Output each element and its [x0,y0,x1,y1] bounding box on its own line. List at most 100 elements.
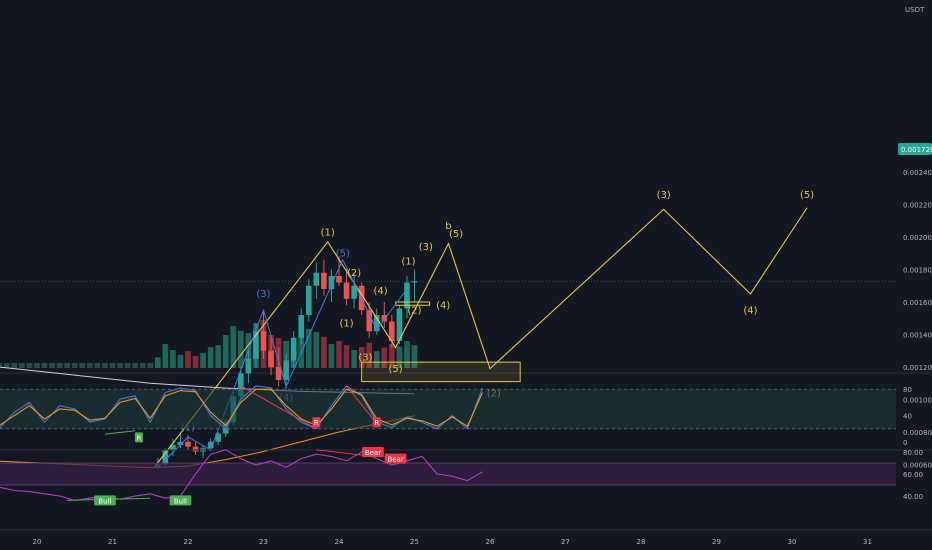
volume-bar [170,350,176,368]
candle-body [321,272,327,289]
candle-body [389,321,395,341]
candle-body [185,441,191,447]
signal-badge-label: R [374,419,379,427]
wave-label: b [445,221,451,232]
signal-badge [94,495,116,506]
last-price-marker: 0.001728 [898,143,932,155]
wave-label: (5) [449,229,463,240]
signal-badge-label: Bear [387,456,403,464]
candle-body [238,373,244,397]
volume-bar [162,344,169,368]
wave-label: (1) [339,318,353,329]
wave-label: (4) [743,305,757,316]
last-price-label: 0.001728 [901,146,932,154]
divergence-line [346,385,378,424]
candle-body [404,282,410,309]
candle-body [328,276,335,289]
stochastic-pane[interactable]: 80 40 0 R R R [0,385,932,451]
time-tick-label: 29 [712,538,721,546]
volume-bar [71,363,78,368]
signal-badge [312,417,321,428]
volume-bar [26,363,33,368]
volume-bar [49,363,55,368]
volume-bar [336,341,342,368]
volume-bar [306,329,312,368]
wave-label: (3) [358,353,372,364]
candle-body [343,282,350,299]
wave-label: (3) [419,242,433,253]
wave-label: (4) [436,301,450,312]
rsi-tick-label: 60.00 [903,471,923,479]
volume-bar [11,363,18,368]
wave-label-sub: (5) [336,249,350,260]
candle-body [298,315,305,338]
candle-body [351,285,357,299]
time-tick-label: 20 [33,538,42,546]
volume-bar [222,335,229,368]
candle-body [170,445,176,450]
target-zone-box [361,361,521,383]
candle-body [207,441,214,449]
time-tick-label: 25 [410,538,419,546]
candle-body [245,358,252,374]
oscillator-tick-label: 40 [903,413,912,421]
signal-badge [372,417,381,428]
candle-body [192,446,199,452]
time-tick-label: 23 [259,538,268,546]
candle-body [215,433,221,442]
volume-bar [0,363,3,368]
signal-badge [362,447,384,457]
volume-bar [64,363,70,368]
volume-bar [4,363,10,368]
volume-bar [177,354,184,368]
volume-bar [366,342,372,368]
time-axis[interactable]: 20 21 22 23 24 25 26 27 28 29 30 31 [33,538,872,546]
candle-body [411,281,418,283]
time-tick-label: 30 [788,538,797,546]
candle-body [396,308,403,341]
divergence-line [104,430,136,435]
candle-body [162,449,169,465]
volume-bar [109,363,116,368]
wave-label: (1) [321,227,335,238]
wave-label: (1) [401,257,415,268]
signal-badge [384,453,407,464]
volume-bar [373,351,380,368]
volume-bar [396,346,403,368]
wave-label-sub: (3) [256,289,270,300]
volume-bar [41,363,48,368]
candle-body [306,285,312,315]
volume-bar [230,326,237,368]
signal-badge-label: Bull [174,497,187,505]
volume-bar [124,363,131,368]
wave-label: (5) [389,364,403,375]
currency-label: USDT [905,6,925,14]
volume-bar [185,351,191,368]
volume-bar [351,350,357,368]
wave-label: (2) [407,305,421,316]
time-tick-label: 27 [561,538,570,546]
signal-badge [134,432,143,443]
time-tick-label: 26 [486,538,495,546]
oscillator-tick-label: 0 [903,439,907,447]
candle-body [373,315,380,332]
volume-bar [155,357,161,368]
rsi-pane[interactable]: 80.00 60.00 40.00 Bear Bear Bull Bull [0,447,932,531]
volume-bar [147,363,154,368]
candle-body [290,337,297,361]
volume-bar [328,344,335,368]
volume-bar [56,363,63,368]
volume-bar [102,363,108,368]
volume-bar [87,363,93,368]
volume-bar [192,356,199,368]
volume-bar [389,344,395,368]
price-tick-label: 0.000600 [903,462,932,470]
volume-bar [207,347,214,368]
